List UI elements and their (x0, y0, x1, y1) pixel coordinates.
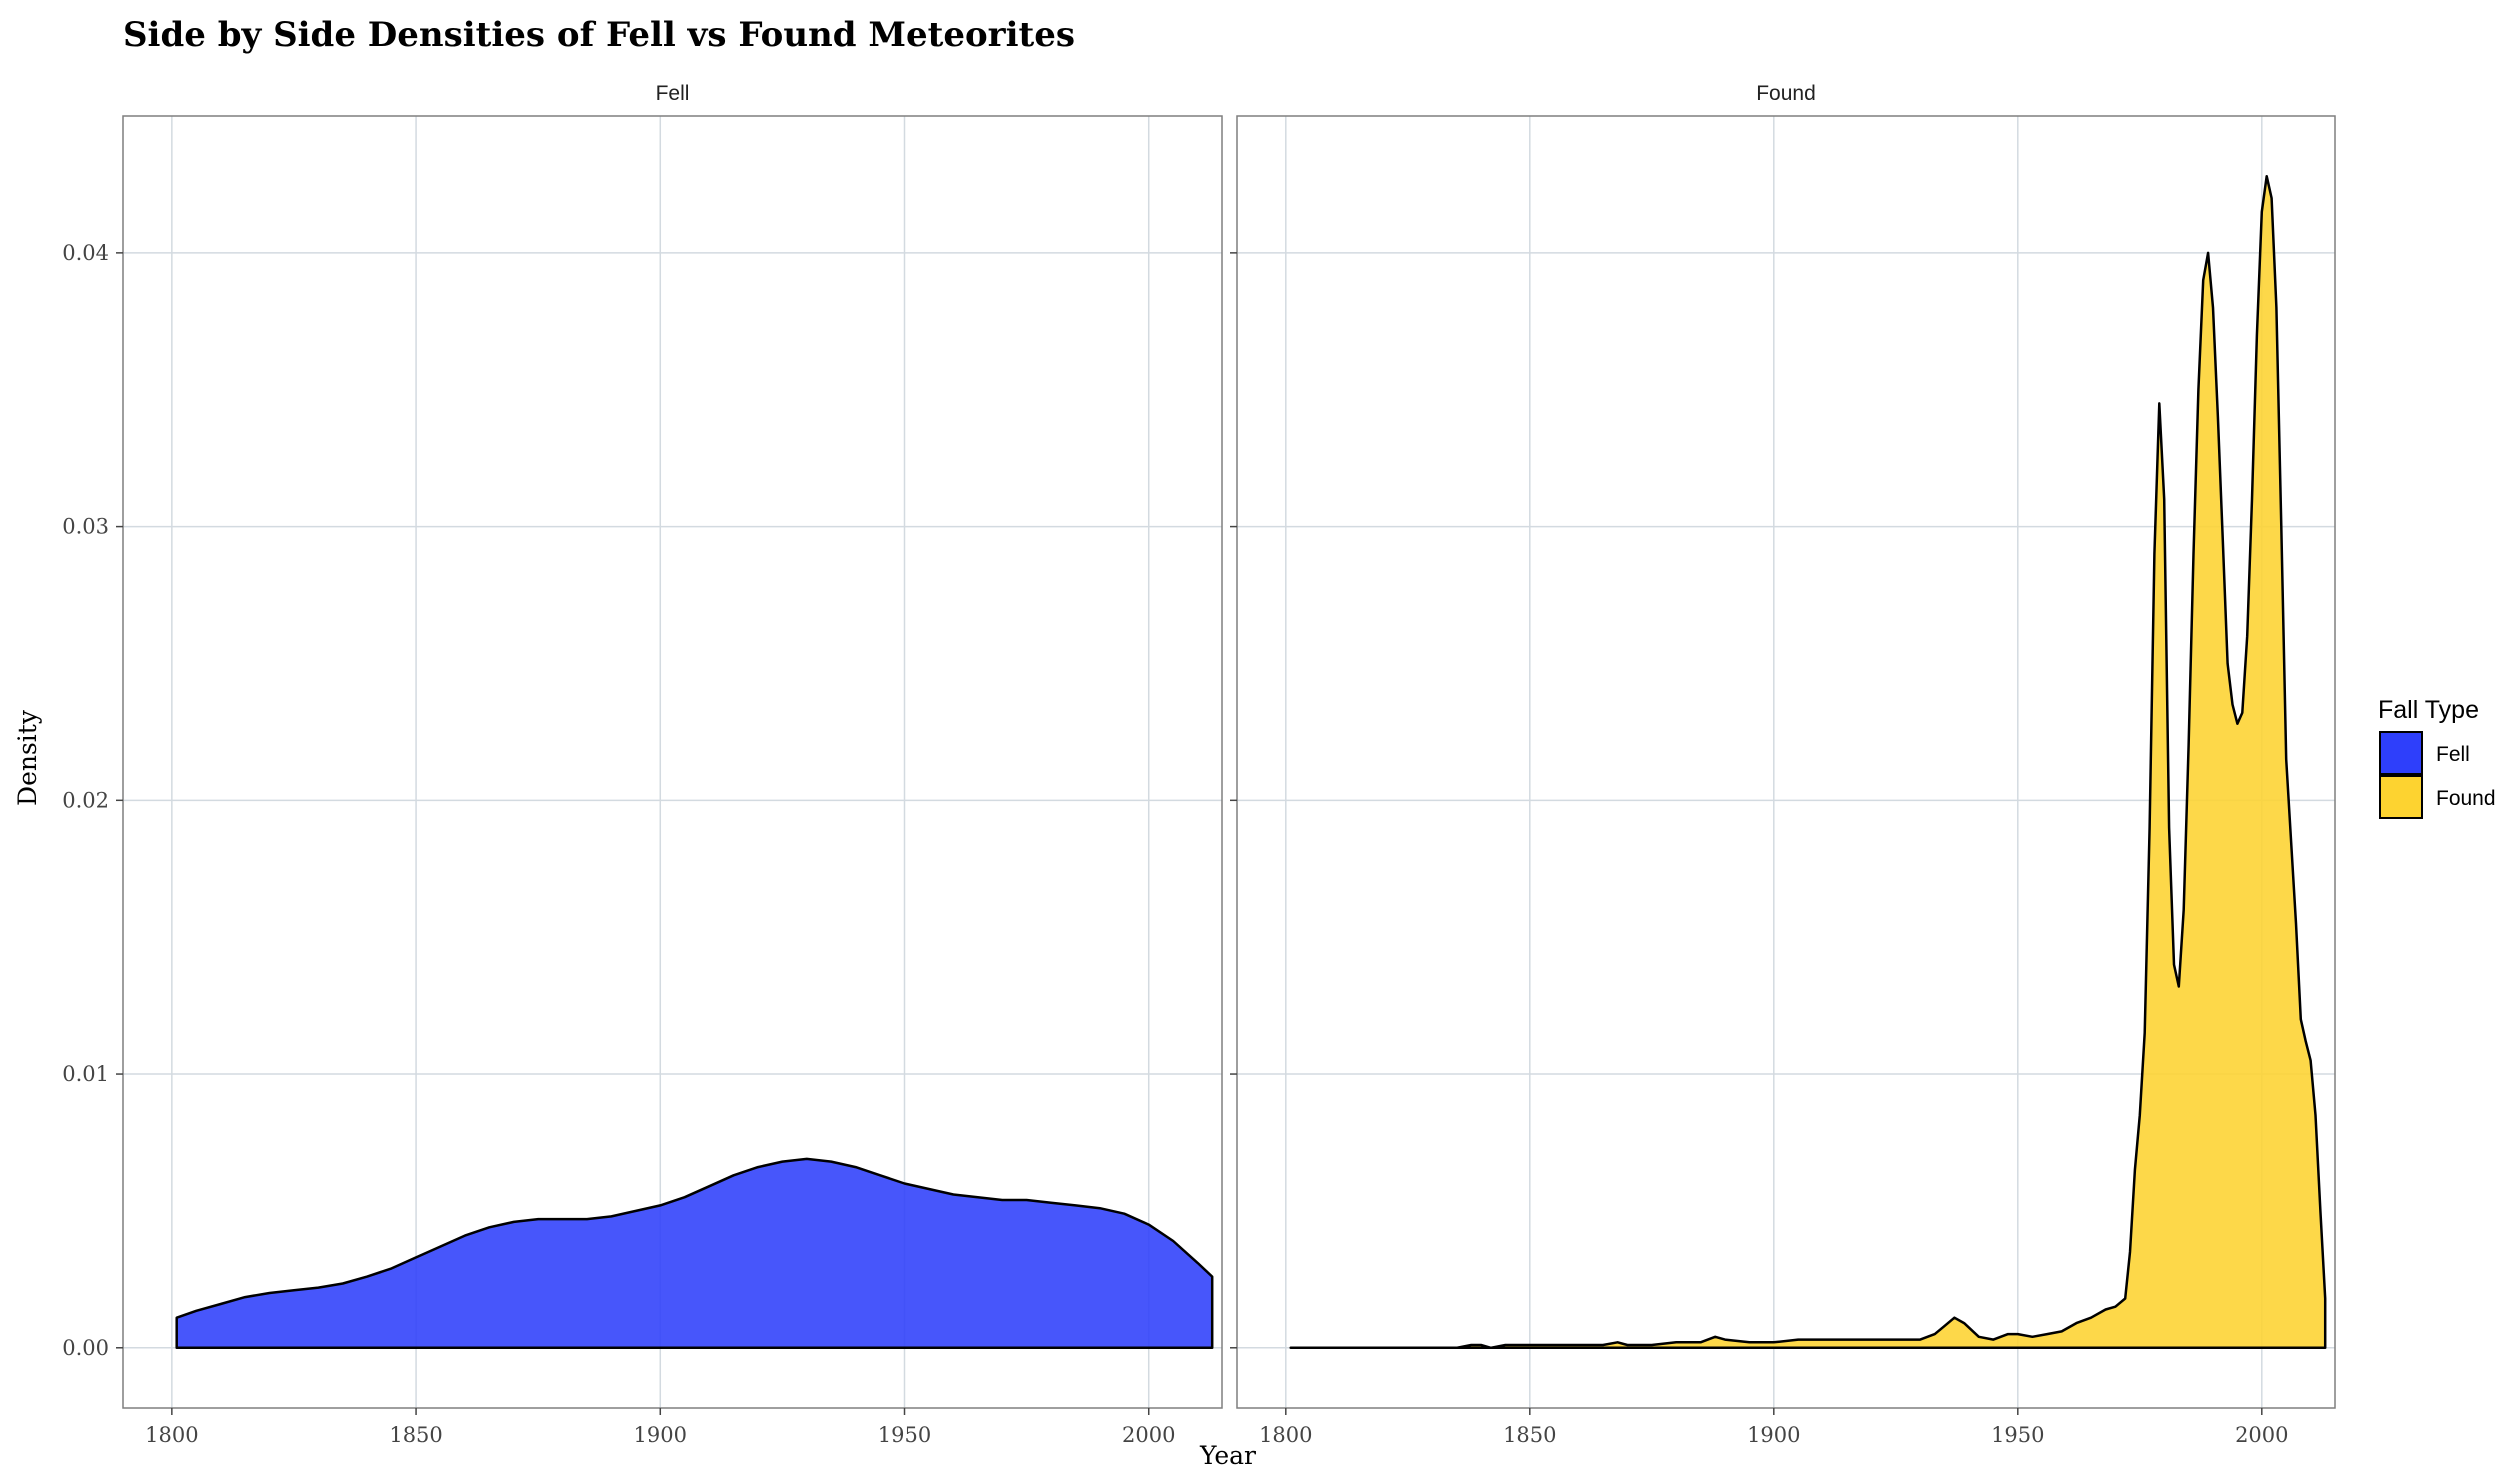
x-tick-label: 1900 (1747, 1423, 1800, 1447)
legend-label-found: Found (2436, 787, 2496, 810)
facet-strip-label: Fell (656, 82, 690, 105)
y-tick-label: 0.03 (62, 515, 109, 539)
y-axis-title: Density (13, 709, 42, 806)
x-tick-label: 1800 (145, 1423, 198, 1447)
legend-title: Fall Type (2378, 696, 2479, 724)
facet-panel-fell: Fell 1800 1850 1900 1950 2000 0.00 0.01 0.02 0.03… (62, 82, 1222, 1447)
x-tick-label: 1850 (1503, 1423, 1556, 1447)
x-tick-label: 2000 (1122, 1423, 1175, 1447)
legend: Fall Type Fell Found (2378, 696, 2496, 818)
x-tick-label: 1950 (1991, 1423, 2044, 1447)
density-area-fell (177, 1159, 1213, 1348)
facet-strip-label: Found (1756, 82, 1816, 105)
legend-key-found (2380, 776, 2422, 818)
y-tick-label: 0.01 (62, 1062, 109, 1086)
facet-panels: Fell 1800 1850 1900 1950 2000 0.00 0.01 0.02 0.03… (62, 82, 2335, 1447)
y-tick-label: 0.02 (62, 788, 109, 812)
facet-panel-found: Found 1800 1850 1900 1950 2000 (1230, 82, 2335, 1447)
density-area-found (1291, 176, 2326, 1348)
x-tick-label: 2000 (2235, 1423, 2288, 1447)
legend-label-fell: Fell (2436, 743, 2470, 766)
y-tick-label: 0.04 (62, 241, 109, 265)
chart-title: Side by Side Densities of Fell vs Found … (123, 15, 1075, 55)
x-axis-title: Year (1199, 1441, 1256, 1470)
x-tick-label: 1850 (389, 1423, 442, 1447)
x-tick-label: 1800 (1259, 1423, 1312, 1447)
x-tick-label: 1900 (634, 1423, 687, 1447)
y-tick-label: 0.00 (62, 1336, 109, 1360)
legend-key-fell (2380, 732, 2422, 774)
x-tick-label: 1950 (878, 1423, 931, 1447)
